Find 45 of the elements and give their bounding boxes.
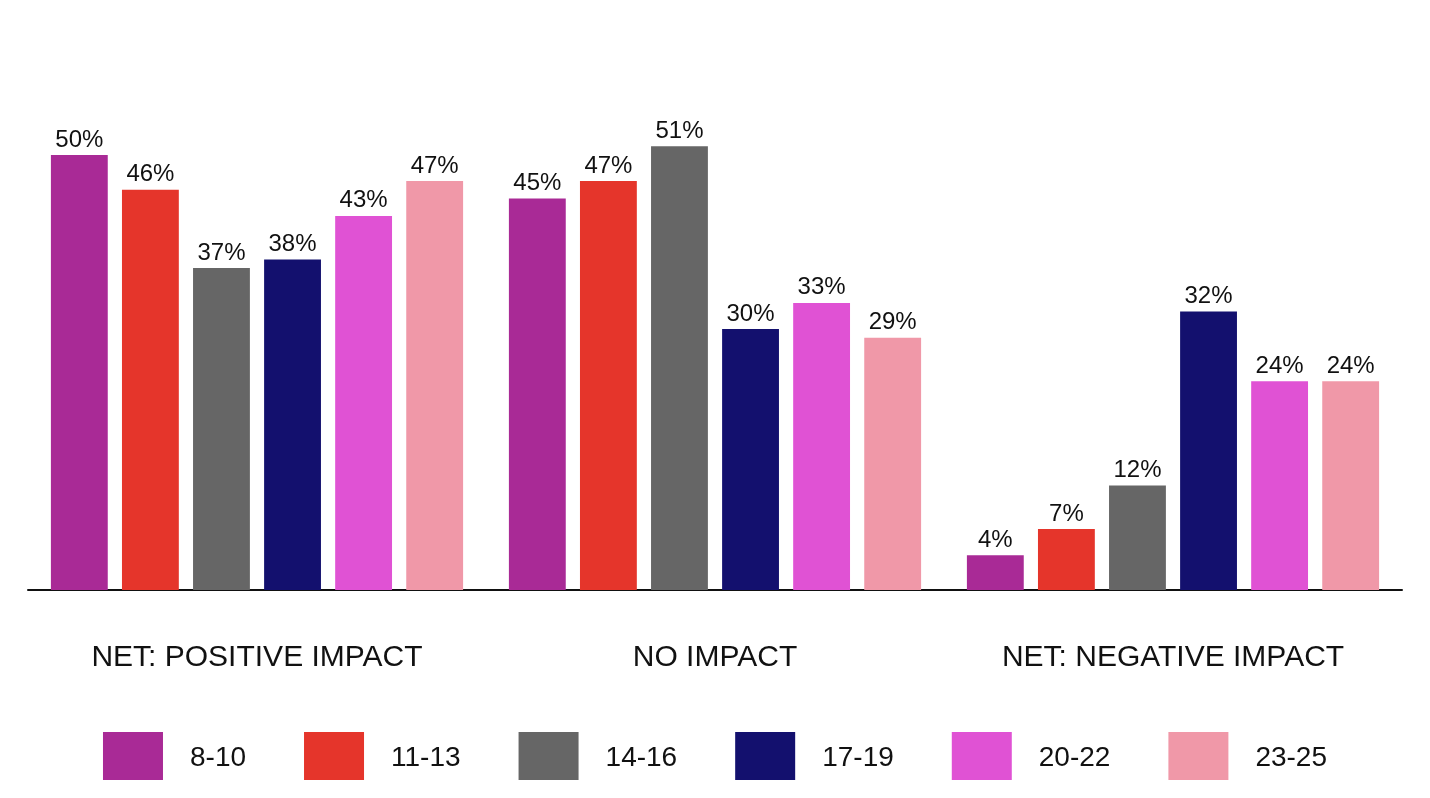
bar xyxy=(406,181,464,590)
bar xyxy=(722,329,779,590)
bar xyxy=(1180,311,1237,590)
bar xyxy=(335,215,393,590)
x-tick-label: NET: NEGATIVE IMPACT xyxy=(1001,638,1345,672)
data-label: 37% xyxy=(197,237,246,265)
bar xyxy=(264,259,321,590)
data-label: 46% xyxy=(126,159,175,187)
legend-label: 17-19 xyxy=(822,740,894,772)
data-label: 30% xyxy=(726,298,775,326)
data-label: 24% xyxy=(1326,350,1375,378)
data-label: 32% xyxy=(1184,281,1233,309)
data-label: 47% xyxy=(584,150,633,178)
data-label: 24% xyxy=(1255,350,1304,378)
bar xyxy=(966,555,1024,590)
data-label: 12% xyxy=(1113,455,1162,483)
bar xyxy=(50,155,108,590)
x-tick-label: NET: POSITIVE IMPACT xyxy=(91,638,423,672)
data-label: 4% xyxy=(977,524,1013,552)
data-label: 47% xyxy=(410,150,459,178)
data-label: 43% xyxy=(339,185,388,213)
bar xyxy=(1322,381,1380,590)
bar xyxy=(864,337,922,590)
legend-label: 14-16 xyxy=(605,740,678,772)
bar xyxy=(579,181,637,590)
data-label: 38% xyxy=(268,228,317,256)
bar xyxy=(1109,485,1166,590)
data-label: 33% xyxy=(797,272,846,300)
bar xyxy=(1251,381,1309,590)
bar xyxy=(651,146,708,590)
data-label: 7% xyxy=(1049,498,1084,526)
data-label: 51% xyxy=(655,115,704,143)
legend-label: 8-10 xyxy=(189,740,247,772)
bar xyxy=(793,302,851,590)
legend-label: 20-22 xyxy=(1038,740,1111,772)
x-tick-label: NO IMPACT xyxy=(632,638,798,672)
data-label: 29% xyxy=(868,307,917,335)
bar xyxy=(1037,529,1095,590)
bar xyxy=(508,198,566,590)
bar xyxy=(193,268,250,590)
data-label: 45% xyxy=(513,168,562,195)
legend-label: 23-25 xyxy=(1255,740,1328,772)
data-label: 50% xyxy=(55,124,104,152)
legend-label: 11-13 xyxy=(391,740,461,772)
bar xyxy=(121,189,179,590)
